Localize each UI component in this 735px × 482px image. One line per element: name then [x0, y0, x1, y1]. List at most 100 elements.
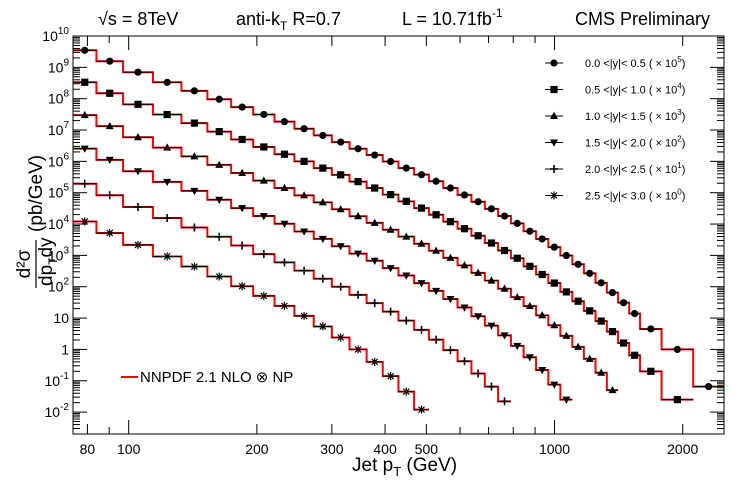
- y-axis-title-unit: (pb/GeV): [26, 155, 47, 232]
- marker-circle: [608, 288, 617, 297]
- legend-range: 1.0 <|y|< 1.5 ( ×: [585, 111, 665, 123]
- marker-square: [460, 225, 469, 233]
- marker-circle: [704, 383, 713, 391]
- marker-triangle-down: [190, 187, 199, 196]
- legend-label: 1.0 <|y|< 1.5 ( × 103): [585, 108, 685, 123]
- luminosity-label: L = 10.71fb-1: [402, 6, 503, 29]
- marker-circle: [371, 151, 379, 159]
- marker-triangle-up: [446, 253, 455, 261]
- marker-star: [300, 311, 309, 320]
- luminosity-exponent: -1: [492, 6, 503, 20]
- series-5: [73, 217, 429, 414]
- marker-circle: [562, 251, 570, 260]
- y-tick-base: 10: [48, 153, 64, 169]
- marker-plus: [487, 382, 496, 391]
- marker-circle: [386, 157, 395, 166]
- marker-star-d2: [260, 292, 268, 300]
- y-tick-base: 1: [61, 341, 69, 357]
- y-tick-exponent: 6: [63, 151, 69, 162]
- marker-circle: [526, 227, 534, 235]
- marker-square: [487, 239, 496, 247]
- legend-label: 0.5 <|y|< 1.0 ( × 104): [585, 82, 685, 97]
- y-tick-label: 10-2: [45, 402, 70, 420]
- legend-exponent: 0: [677, 188, 682, 197]
- marker-star-d2: [106, 229, 114, 237]
- marker-triangle-up: [105, 121, 114, 130]
- marker-circle: [647, 325, 655, 333]
- marker-circle: [163, 78, 171, 86]
- marker-plus: [300, 266, 309, 275]
- algorithm-radius: R=0.7: [287, 9, 341, 29]
- legend-label: 2.0 <|y|< 2.5 ( × 101): [585, 161, 685, 176]
- marker-star-d2: [371, 358, 379, 366]
- y-tick-base: 10: [42, 28, 58, 44]
- marker-circle: [550, 59, 558, 67]
- marker-triangle-up: [386, 225, 395, 233]
- legend-exponent: 4: [677, 82, 682, 91]
- marker-star-d2: [300, 312, 308, 320]
- marker-square: [354, 178, 362, 186]
- marker-triangle-up: [474, 268, 483, 276]
- marker-square: [474, 232, 482, 240]
- marker-star: [215, 272, 224, 281]
- marker-circle: [460, 191, 469, 199]
- y-axis-title-denominator: dpTdy: [36, 237, 60, 286]
- marker-plus: [190, 223, 199, 232]
- marker-circle: [300, 125, 308, 133]
- series-0: [73, 46, 724, 391]
- marker-triangle-up: [259, 176, 268, 184]
- y-tick-base: 10: [48, 91, 64, 107]
- y-tick-label: 106: [48, 151, 70, 169]
- marker-triangle-up: [402, 232, 411, 240]
- y-tick-label: 1010: [42, 26, 69, 44]
- x-axis-title-unit: (GeV): [401, 455, 457, 476]
- marker-plus: [446, 346, 455, 355]
- marker-star-d2: [238, 282, 246, 290]
- marker-triangle-down: [487, 322, 496, 330]
- marker-star-d2: [387, 372, 395, 380]
- marker-circle: [238, 103, 246, 111]
- marker-plus: [417, 325, 426, 334]
- y-tick-label: 104: [48, 214, 70, 232]
- theory-legend-pdf: NNPDF 2.1 NLO: [140, 369, 252, 386]
- y-tick-label: 10-1: [45, 371, 70, 389]
- legend-close: ): [682, 138, 686, 150]
- marker-triangle-down: [238, 205, 247, 213]
- x-tick-label: 1000: [539, 441, 570, 457]
- luminosity-value: L = 10.71fb: [402, 9, 492, 29]
- x-axis-title-main: Jet p: [352, 455, 393, 476]
- marker-triangle-down: [259, 213, 268, 221]
- y-tick-label: 10: [53, 310, 69, 326]
- marker-circle: [190, 87, 198, 95]
- marker-circle: [280, 118, 289, 126]
- marker-star-d2: [319, 323, 327, 330]
- y-tick-label: 102: [48, 277, 70, 295]
- marker-square: [337, 171, 345, 179]
- marker-triangle-down: [300, 228, 309, 236]
- y-tick-base: 10: [45, 373, 61, 389]
- marker-plus: [370, 299, 379, 308]
- marker-triangle-down: [446, 296, 455, 304]
- marker-star-d2: [337, 334, 345, 341]
- y-axis-title-den-main: dp: [36, 265, 57, 286]
- marker-triangle-up: [608, 385, 617, 394]
- series-layer: [73, 46, 724, 414]
- y-tick-base: 10: [53, 310, 69, 326]
- marker-plus: [460, 357, 469, 366]
- marker-triangle-down: [432, 287, 441, 296]
- series-3: [73, 145, 573, 404]
- series-2: [73, 110, 619, 394]
- marker-circle: [474, 198, 482, 206]
- series-1: [73, 78, 694, 404]
- y-tick-exponent: 7: [63, 120, 69, 131]
- marker-triangle-down: [562, 396, 571, 404]
- marker-triangle-down: [417, 280, 426, 288]
- y-tick-exponent: 9: [63, 57, 69, 68]
- legend-close: ): [682, 111, 686, 123]
- otimes-symbol: ⊗: [256, 369, 269, 386]
- x-tick-label: 2000: [667, 441, 698, 457]
- x-axis-title: Jet pT (GeV): [352, 455, 457, 479]
- marker-triangle-down: [163, 178, 172, 187]
- marker-square: [673, 396, 681, 404]
